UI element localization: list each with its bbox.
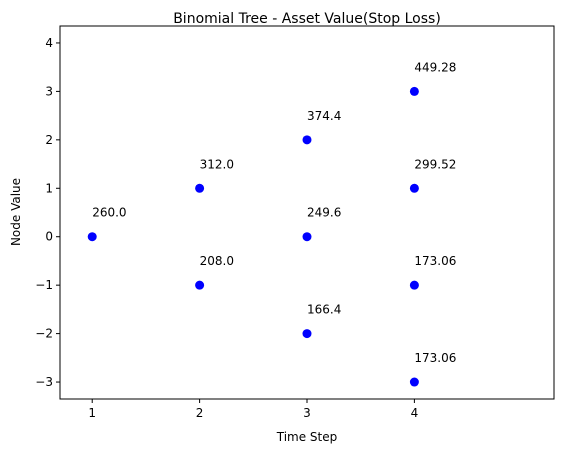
y-tick-label: 1 [45, 181, 53, 195]
data-point [87, 232, 97, 242]
chart-title: Binomial Tree - Asset Value(Stop Loss) [173, 11, 441, 27]
x-axis-label: Time Step [276, 430, 338, 444]
data-label: 312.0 [200, 157, 234, 171]
data-point [302, 135, 312, 145]
x-tick-label: 2 [196, 406, 204, 420]
data-label: 249.6 [307, 206, 341, 220]
data-point [409, 183, 419, 193]
y-tick-label: −1 [35, 278, 53, 292]
data-label: 173.06 [414, 351, 456, 365]
data-point [302, 329, 312, 339]
y-axis: −3 −2 −1 0 1 2 3 4 [35, 36, 60, 389]
data-label: 374.4 [307, 109, 341, 123]
data-point [409, 280, 419, 290]
data-labels: 260.0 312.0 208.0 374.4 249.6 166.4 449.28 299.… [92, 60, 456, 365]
x-tick-label: 1 [88, 406, 96, 420]
y-tick-label: −3 [35, 375, 53, 389]
y-tick-label: −2 [35, 327, 53, 341]
data-label: 208.0 [200, 254, 234, 268]
x-tick-label: 3 [303, 406, 311, 420]
data-point [195, 183, 205, 193]
data-point [195, 280, 205, 290]
y-tick-label: 4 [45, 36, 53, 50]
data-label: 166.4 [307, 303, 341, 317]
x-axis: 1 2 3 4 [88, 399, 418, 420]
y-axis-label: Node Value [9, 178, 23, 246]
x-tick-label: 4 [411, 406, 419, 420]
y-tick-label: 2 [45, 133, 53, 147]
data-point [409, 377, 419, 387]
data-label: 173.06 [414, 254, 456, 268]
y-tick-label: 3 [45, 84, 53, 98]
data-label: 299.52 [414, 157, 456, 171]
data-point [302, 232, 312, 242]
data-points [87, 86, 419, 387]
y-tick-label: 0 [45, 230, 53, 244]
data-label: 260.0 [92, 206, 126, 220]
data-point [409, 86, 419, 96]
data-label: 449.28 [414, 60, 456, 74]
